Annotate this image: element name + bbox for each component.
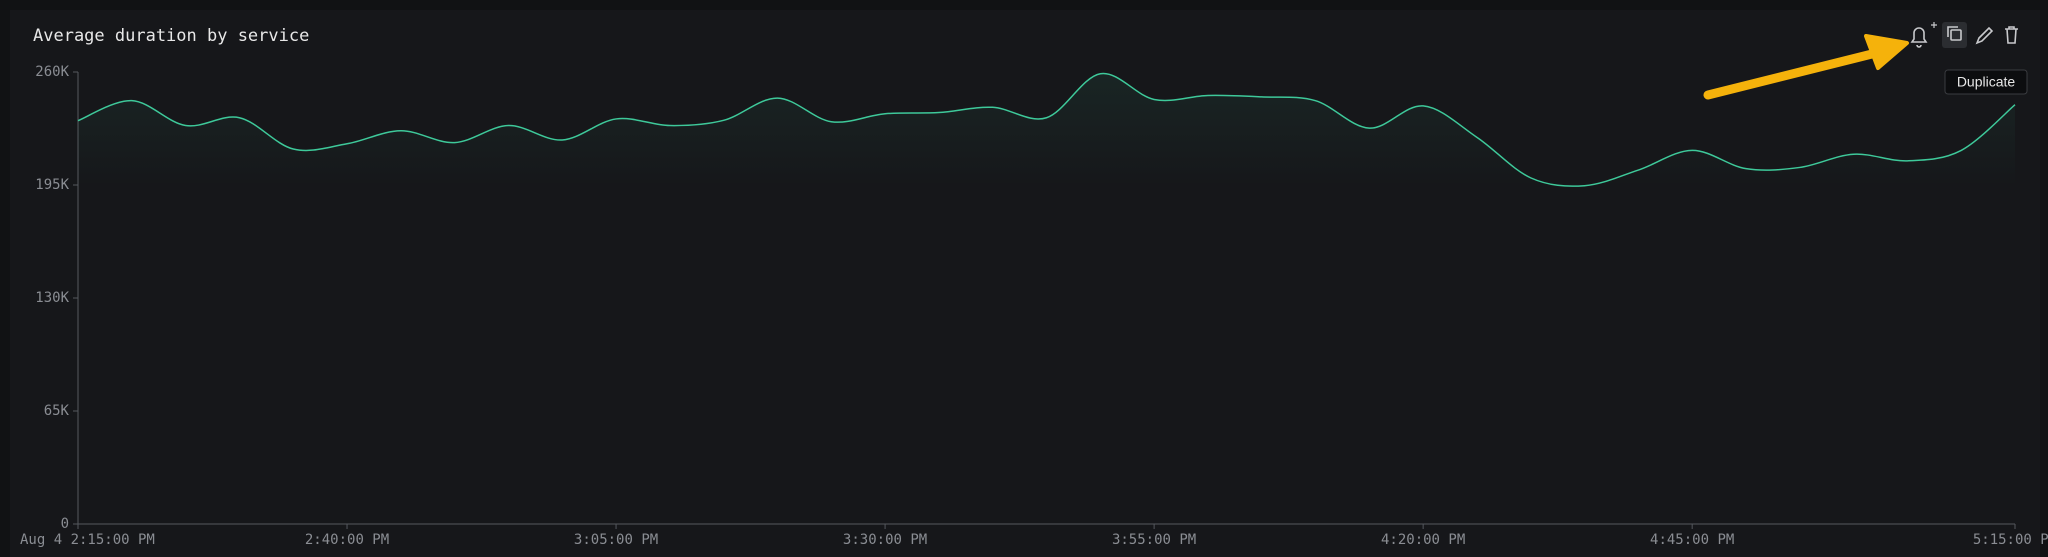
- duplicate-icon: [1950, 29, 1962, 41]
- tooltip-box: [1944, 69, 2028, 95]
- delete-button[interactable]: [2005, 26, 2018, 44]
- y-tick-label: 130K: [35, 290, 69, 306]
- edit-button[interactable]: [1975, 26, 1994, 45]
- plot-area: 0 65K 130K 195K 260K Aug 4 2:15:00 PM 2:40:00 …: [20, 64, 2048, 548]
- duplicate-button[interactable]: [1942, 22, 1967, 48]
- tooltip-text: Duplicate: [1957, 74, 2016, 90]
- y-tick-label: 65K: [44, 403, 70, 419]
- y-tick-label: 195K: [35, 177, 69, 193]
- toolbar: [1910, 22, 2018, 48]
- duplicate-icon-back: [1947, 26, 1958, 37]
- x-tick-label: 4:20:00 PM: [1381, 532, 1465, 548]
- x-tick-label: 3:30:00 PM: [843, 532, 927, 548]
- annotation-arrow: [1703, 34, 1909, 100]
- series-area: [78, 73, 2015, 525]
- y-tick-label: 260K: [35, 64, 69, 80]
- series-line: [77, 72, 2016, 187]
- x-tick-label: 5:15:00 PM: [1973, 532, 2048, 548]
- chart-title: Average duration by service: [33, 26, 309, 46]
- x-tick-label: 4:45:00 PM: [1650, 532, 1734, 548]
- alert-button[interactable]: [1910, 22, 1937, 48]
- x-tick-label: 3:55:00 PM: [1112, 532, 1196, 548]
- x-tick-label: 2:40:00 PM: [305, 532, 389, 548]
- y-tick-label: 0: [61, 516, 69, 532]
- x-tick-label: 3:05:00 PM: [574, 532, 658, 548]
- x-tick-label: Aug 4 2:15:00 PM: [20, 532, 155, 548]
